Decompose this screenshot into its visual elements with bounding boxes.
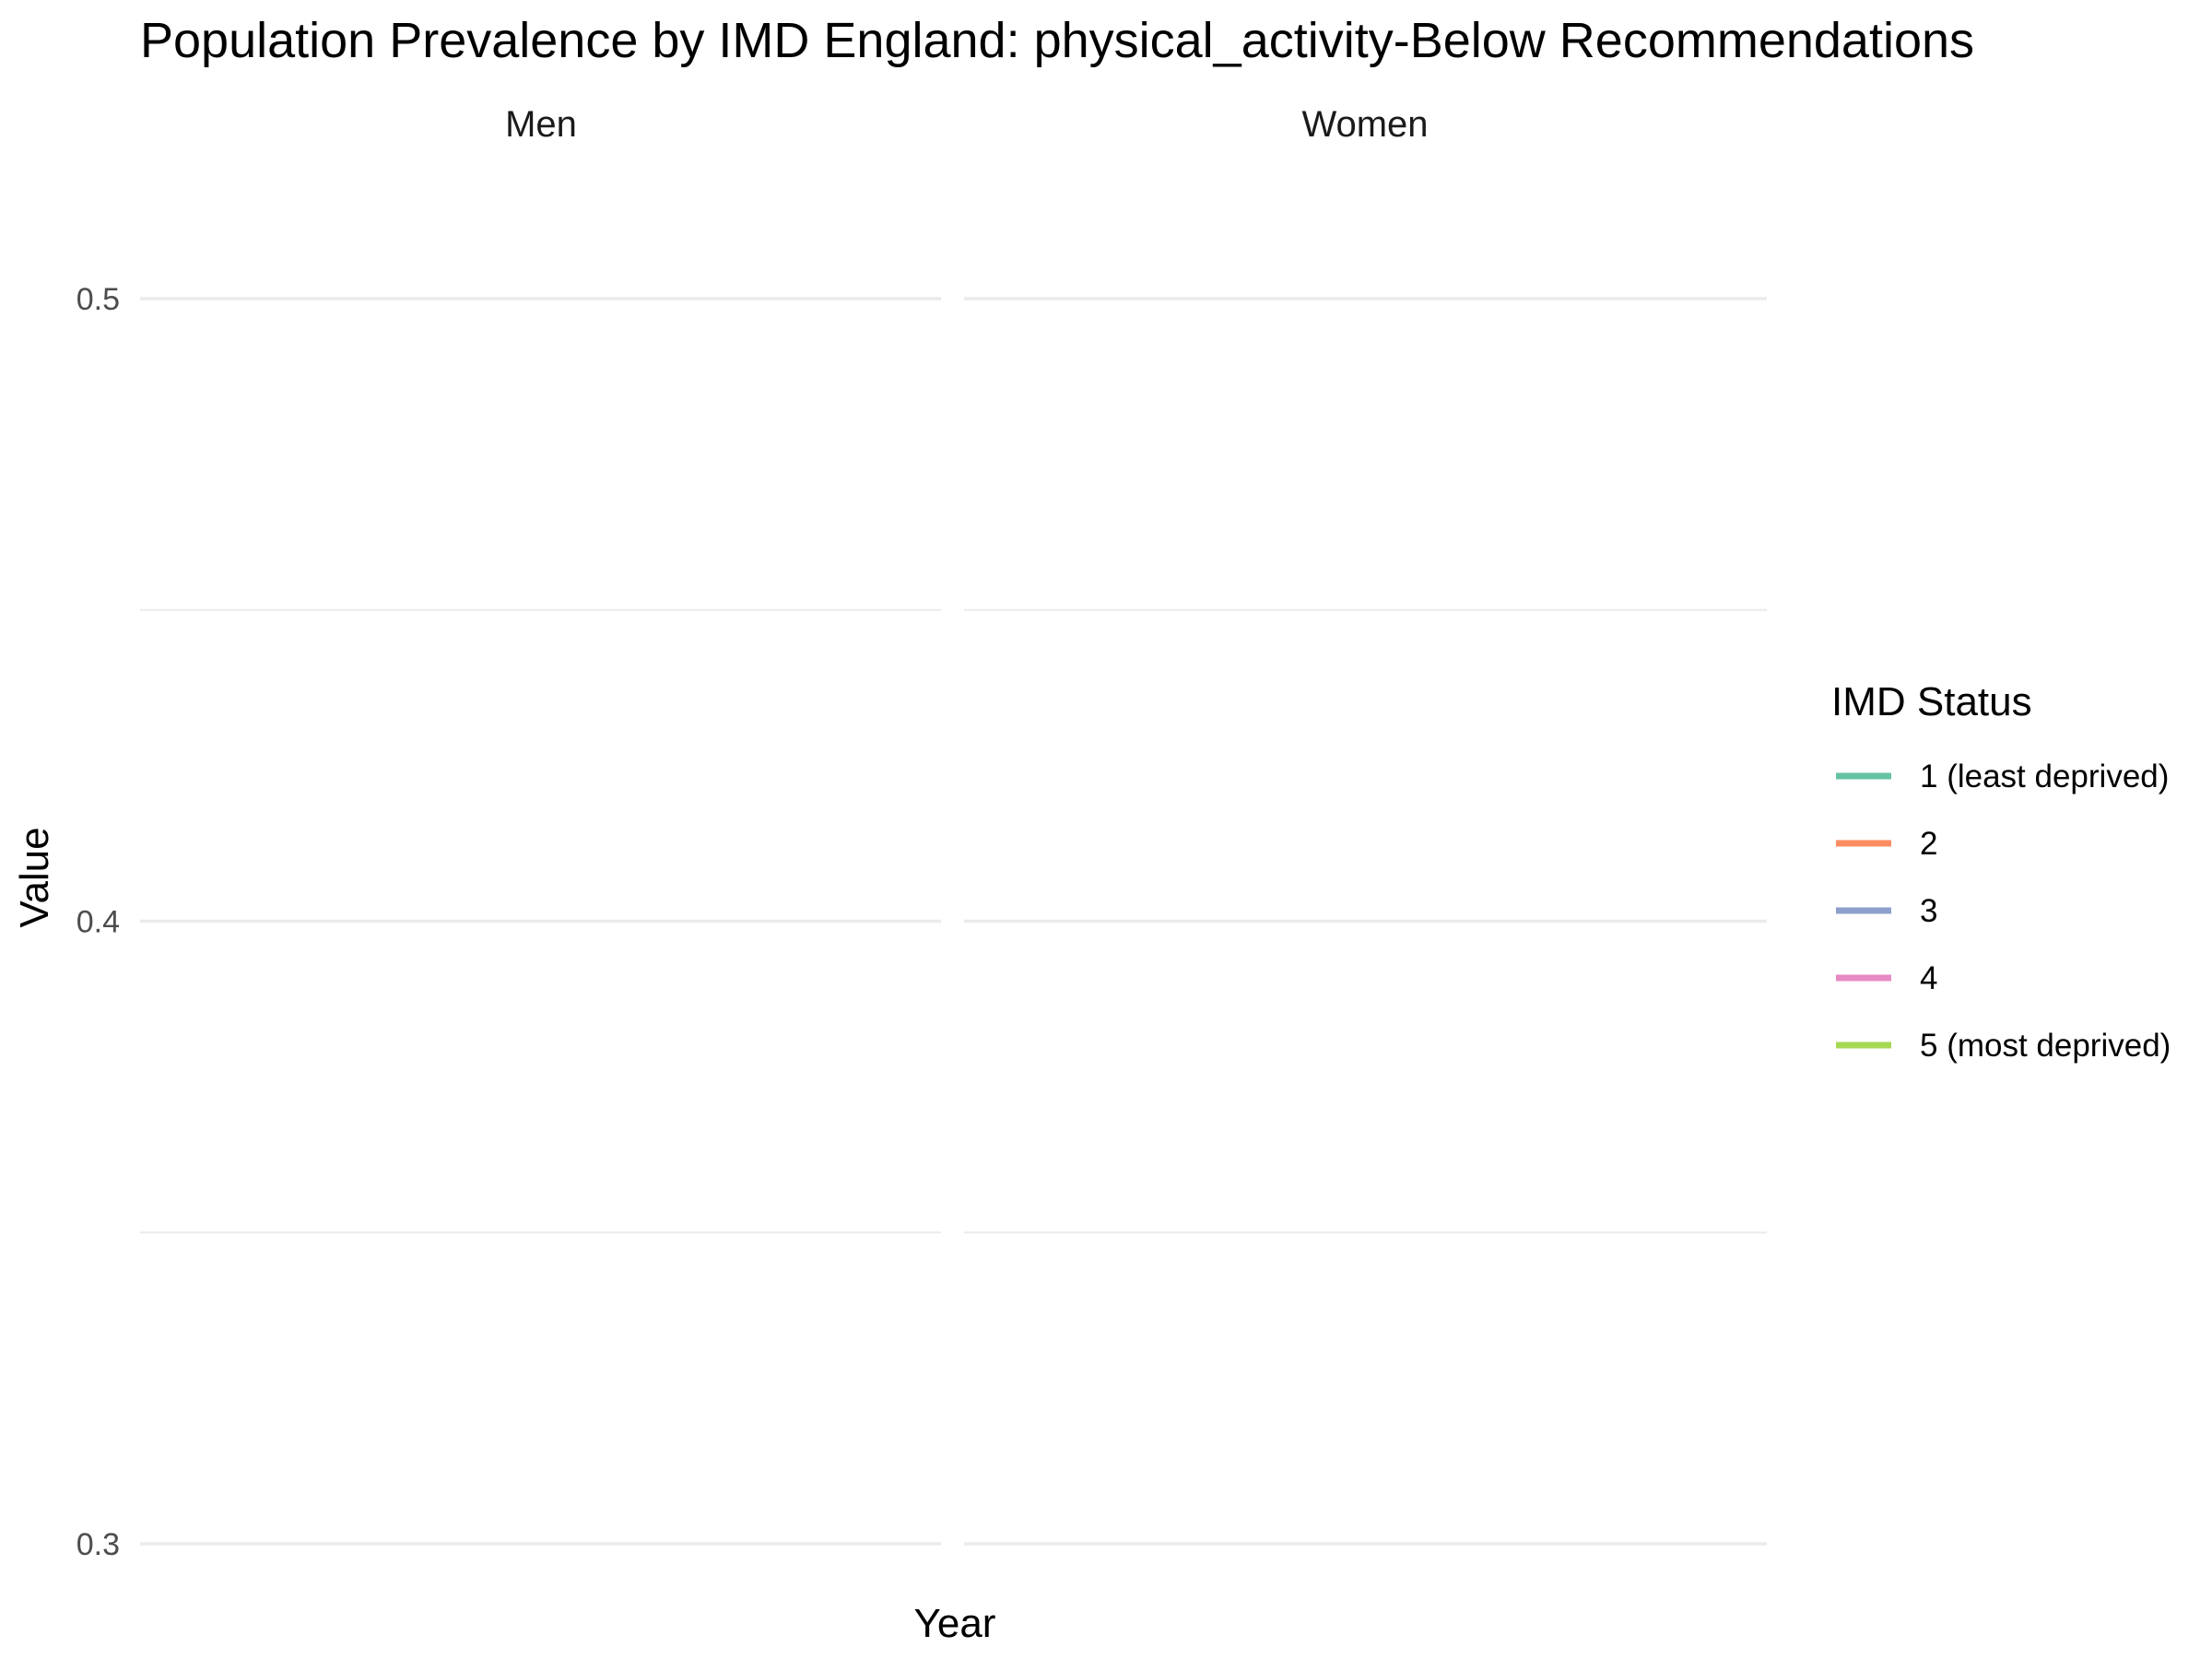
y-axis-ticks: 0.3 0.4 0.5 bbox=[76, 282, 120, 1562]
legend-label-2: 2 bbox=[1920, 826, 1937, 862]
y-axis-title: Value bbox=[12, 827, 57, 927]
legend-label-3: 3 bbox=[1920, 893, 1937, 929]
chart-title: Population Prevalence by IMD England: ph… bbox=[140, 13, 1974, 68]
x-axis-title: Year bbox=[914, 1601, 996, 1646]
facet-label-men: Men bbox=[505, 104, 577, 145]
gridlines bbox=[140, 297, 1767, 1546]
facet-strips: Men Women bbox=[505, 104, 1428, 145]
legend-title: IMD Status bbox=[1831, 679, 2032, 724]
legend-label-1: 1 (least deprived) bbox=[1920, 759, 2169, 794]
legend-items: 1 (least deprived) 2 3 4 5 (most deprived) bbox=[1836, 759, 2171, 1064]
legend-label-5: 5 (most deprived) bbox=[1920, 1028, 2171, 1064]
y-tick-label: 0.5 bbox=[76, 282, 120, 317]
legend-label-4: 4 bbox=[1920, 960, 1937, 996]
legend: IMD Status 1 (least deprived) 2 3 4 5 (most … bbox=[1831, 679, 2171, 1064]
facet-label-women: Women bbox=[1301, 104, 1428, 145]
y-tick-label: 0.3 bbox=[76, 1527, 120, 1562]
y-tick-label: 0.4 bbox=[76, 905, 120, 940]
